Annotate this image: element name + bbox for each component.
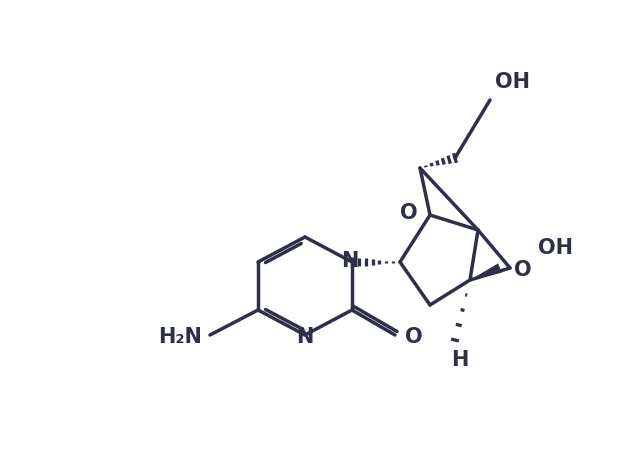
Text: O: O	[401, 203, 418, 223]
Text: O: O	[405, 327, 422, 347]
Text: OH: OH	[538, 238, 573, 258]
Text: H: H	[451, 350, 468, 370]
Text: H₂N: H₂N	[158, 327, 202, 347]
Text: O: O	[514, 260, 532, 280]
Polygon shape	[470, 263, 502, 280]
Text: N: N	[296, 327, 314, 347]
Text: N: N	[341, 251, 358, 271]
Text: OH: OH	[495, 72, 530, 92]
